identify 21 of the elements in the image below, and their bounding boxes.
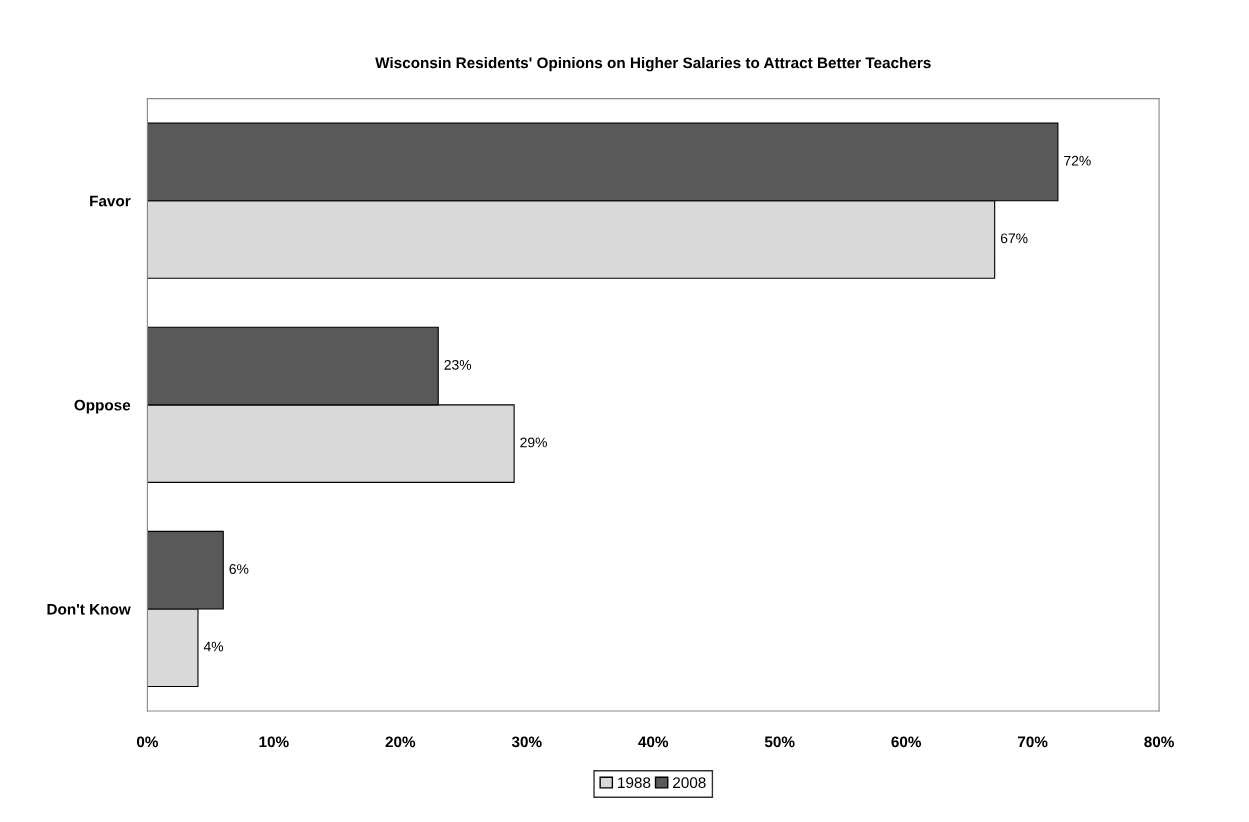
x-tick-label: 40% [638,736,669,748]
x-tick-label: 50% [764,736,795,748]
data-label: 72% [1064,155,1091,166]
data-label: 23% [444,359,472,370]
data-label: 4% [203,641,224,652]
x-tick-label: 70% [1017,736,1048,748]
data-label: 29% [520,437,547,448]
x-tick-label: 10% [259,736,289,748]
x-tick-label: 80% [1144,736,1174,748]
x-tick-label: 20% [385,736,416,748]
legend-label: 1988 [618,777,651,789]
y-tick-label: Oppose [74,399,131,414]
chart-title: Wisconsin Residents' Opinions on Higher Salaries to Attract Better Teachers [375,57,931,72]
y-tick-label: Favor [90,195,131,207]
legend-label: 2008 [673,777,706,789]
data-label: 6% [229,564,249,574]
x-tick-label: 30% [511,736,542,748]
x-tick-label: 60% [891,736,922,748]
data-label: 67% [1000,233,1028,244]
y-tick-label: Don't Know [47,603,131,615]
x-tick-label: 0% [136,736,159,748]
